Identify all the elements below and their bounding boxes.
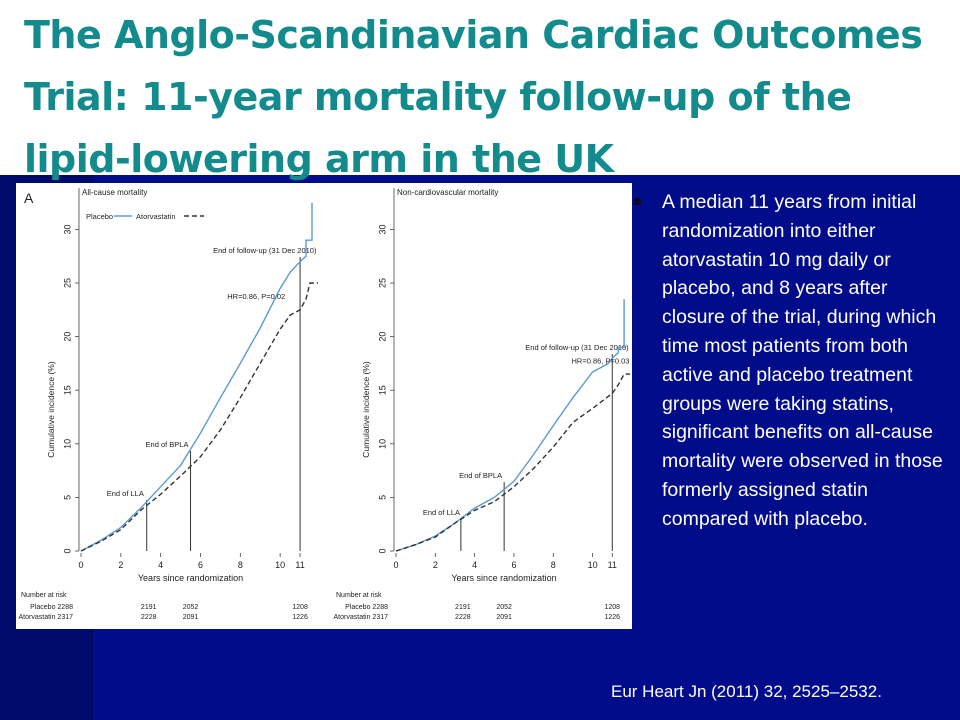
x-tick-label: 0: [78, 560, 83, 570]
y-axis-label: Cumulative incidence (%): [361, 361, 371, 458]
risk-row-value: 2191: [141, 604, 157, 611]
risk-row-label: Placebo 2288: [345, 604, 388, 611]
left-number-at-risk: Number at risk Placebo 2288 2191 2052 1208 At…: [19, 592, 308, 621]
y-tick-label: 20: [62, 332, 72, 342]
right-chart: Non-cardiovascular mortality051015202530…: [361, 188, 630, 583]
risk-row-value: 2228: [141, 614, 157, 621]
x-tick-label: 11: [608, 560, 617, 570]
reference-line-label: End of follow-up (31 Dec 2010): [213, 246, 317, 255]
reference-line-label: End of follow-up (31 Dec 2010): [525, 343, 629, 352]
chart-title: Non-cardiovascular mortality: [397, 188, 498, 197]
x-axis-label: Years since randomization: [451, 573, 556, 583]
right-number-at-risk: Number at risk Placebo 2288 2191 2052 1208 At…: [334, 592, 621, 621]
x-tick-label: 11: [295, 560, 304, 570]
number-at-risk-label: Number at risk: [336, 592, 382, 599]
risk-row-value: 2052: [496, 604, 512, 611]
risk-row-value: 1226: [292, 614, 308, 621]
x-tick-label: 10: [588, 560, 598, 570]
x-tick-label: 10: [275, 560, 285, 570]
x-tick-label: 4: [472, 560, 477, 570]
x-tick-label: 2: [118, 560, 123, 570]
risk-row-value: 2191: [455, 604, 471, 611]
reference-line-label: End of BPLA: [459, 471, 502, 480]
km-figure: A All-cause mortality051015202530Cumulat…: [19, 188, 630, 621]
y-tick-label: 0: [62, 548, 72, 553]
reference-line-label: End of LLA: [107, 489, 144, 498]
risk-row-label: Placebo 2288: [30, 604, 73, 611]
bullet-text: A median 11 years from initial randomiza…: [662, 191, 943, 530]
risk-row-value: 1208: [604, 604, 620, 611]
y-tick-label: 30: [62, 224, 72, 234]
series-line-placebo: [80, 202, 313, 552]
figure-panel: A All-cause mortality 0 5 10 15 20 25 30 Cumulat…: [16, 183, 632, 629]
left-chart: All-cause mortality051015202530Cumulativ…: [46, 188, 318, 583]
bullet-square-icon: [634, 198, 641, 205]
risk-row-value: 1208: [292, 604, 308, 611]
y-axis-label: Cumulative incidence (%): [46, 361, 56, 458]
series-line-atorvastatin: [395, 373, 630, 552]
y-tick-label: 5: [62, 495, 72, 500]
x-tick-label: 6: [198, 560, 203, 570]
y-tick-label: 0: [377, 548, 387, 553]
y-tick-label: 15: [62, 385, 72, 395]
hazard-ratio-annotation: HR=0.86, P=0.03: [571, 356, 629, 365]
risk-row-value: 2091: [496, 614, 512, 621]
number-at-risk-label: Number at risk: [21, 592, 67, 599]
citation: Eur Heart Jn (2011) 32, 2525–2532.: [611, 682, 882, 701]
y-tick-label: 25: [62, 278, 72, 288]
legend-label-atorvastatin: Atorvastatin: [136, 212, 176, 221]
y-tick-label: 10: [62, 439, 72, 449]
legend-label-placebo: Placebo: [86, 212, 113, 221]
slide-title: The Anglo-Scandinavian Cardiac Outcomes …: [24, 13, 923, 181]
reference-line-label: End of LLA: [423, 508, 460, 517]
y-tick-label: 25: [377, 278, 387, 288]
chart-title: All-cause mortality: [82, 188, 147, 197]
x-tick-label: 0: [393, 560, 398, 570]
y-tick-label: 20: [377, 332, 387, 342]
x-tick-label: 6: [511, 560, 516, 570]
x-axis-label: Years since randomization: [138, 573, 243, 583]
risk-row-value: 2052: [183, 604, 199, 611]
title-band: The Anglo-Scandinavian Cardiac Outcomes …: [0, 0, 960, 181]
hazard-ratio-annotation: HR=0.86, P=0.02: [227, 292, 285, 301]
y-tick-label: 10: [377, 439, 387, 449]
risk-row-label: Atorvastatin 2317: [334, 614, 389, 621]
risk-row-label: Atorvastatin 2317: [19, 614, 74, 621]
series-line-atorvastatin: [80, 282, 318, 552]
x-tick-label: 8: [551, 560, 556, 570]
risk-row-value: 2228: [455, 614, 471, 621]
reference-line-label: End of BPLA: [146, 440, 189, 449]
x-tick-label: 2: [433, 560, 438, 570]
y-tick-label: 5: [377, 495, 387, 500]
x-tick-label: 8: [238, 560, 243, 570]
x-tick-label: 4: [158, 560, 163, 570]
y-tick-label: 30: [377, 224, 387, 234]
risk-row-value: 1226: [604, 614, 620, 621]
risk-row-value: 2091: [183, 614, 199, 621]
panel-label: A: [24, 190, 34, 206]
y-tick-label: 15: [377, 385, 387, 395]
